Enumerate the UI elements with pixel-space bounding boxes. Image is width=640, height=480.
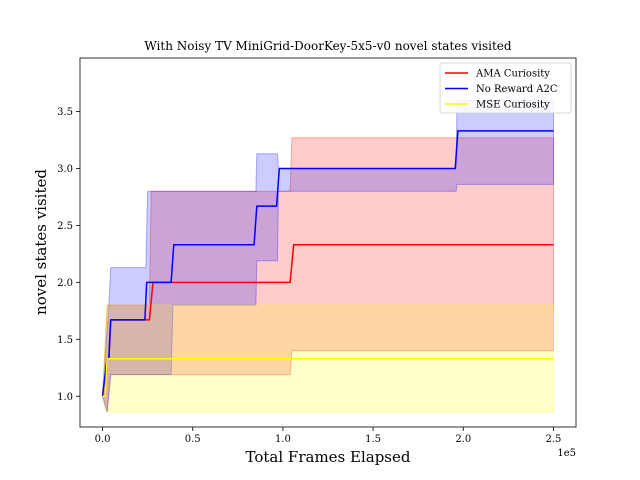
band-no-reward-a2c [101, 99, 554, 413]
y-tick-label: 1.0 [57, 392, 73, 403]
confidence-bands [101, 99, 554, 413]
x-tick-label: 2.0 [455, 434, 471, 445]
y-tick-label: 3.5 [57, 107, 73, 118]
y-tick-label: 2.0 [57, 278, 73, 289]
line-mse-curiosity [102, 357, 554, 398]
x-tick-label: 1.5 [365, 434, 381, 445]
legend-label-ama-curiosity: AMA Curiosity [475, 69, 550, 80]
legend-box [439, 62, 572, 114]
x-tick-label: 0.0 [95, 434, 111, 445]
chart-title: With Noisy TV MiniGrid-DoorKey-5x5-v0 no… [144, 39, 511, 53]
y-axis-ticks: 1.0 1.5 2.0 2.5 3.0 3.5 [57, 107, 80, 403]
legend-label-no-reward-a2c: No Reward A2C [476, 84, 558, 95]
y-axis-label: novel states visited [32, 169, 50, 315]
x-tick-label: 0.5 [185, 434, 201, 445]
x-tick-label: 2.5 [546, 434, 562, 445]
y-tick-label: 3.0 [57, 164, 73, 175]
series-lines [101, 130, 554, 398]
x-offset-label: 1e5 [557, 448, 576, 459]
y-tick-label: 2.5 [57, 221, 73, 232]
plot-frame [79, 57, 577, 428]
band-ama-curiosity [101, 137, 554, 413]
x-axis-ticks: 0.0 0.5 1.0 1.5 2.0 2.5 [95, 427, 562, 445]
x-axis-label: Total Frames Elapsed [246, 448, 411, 466]
y-tick-label: 1.5 [57, 335, 73, 346]
x-tick-label: 1.0 [275, 434, 291, 445]
legend: AMA Curiosity No Reward A2C MSE Curiosity [439, 62, 572, 114]
line-no-reward-a2c [101, 130, 554, 397]
legend-label-mse-curiosity: MSE Curiosity [476, 100, 550, 111]
